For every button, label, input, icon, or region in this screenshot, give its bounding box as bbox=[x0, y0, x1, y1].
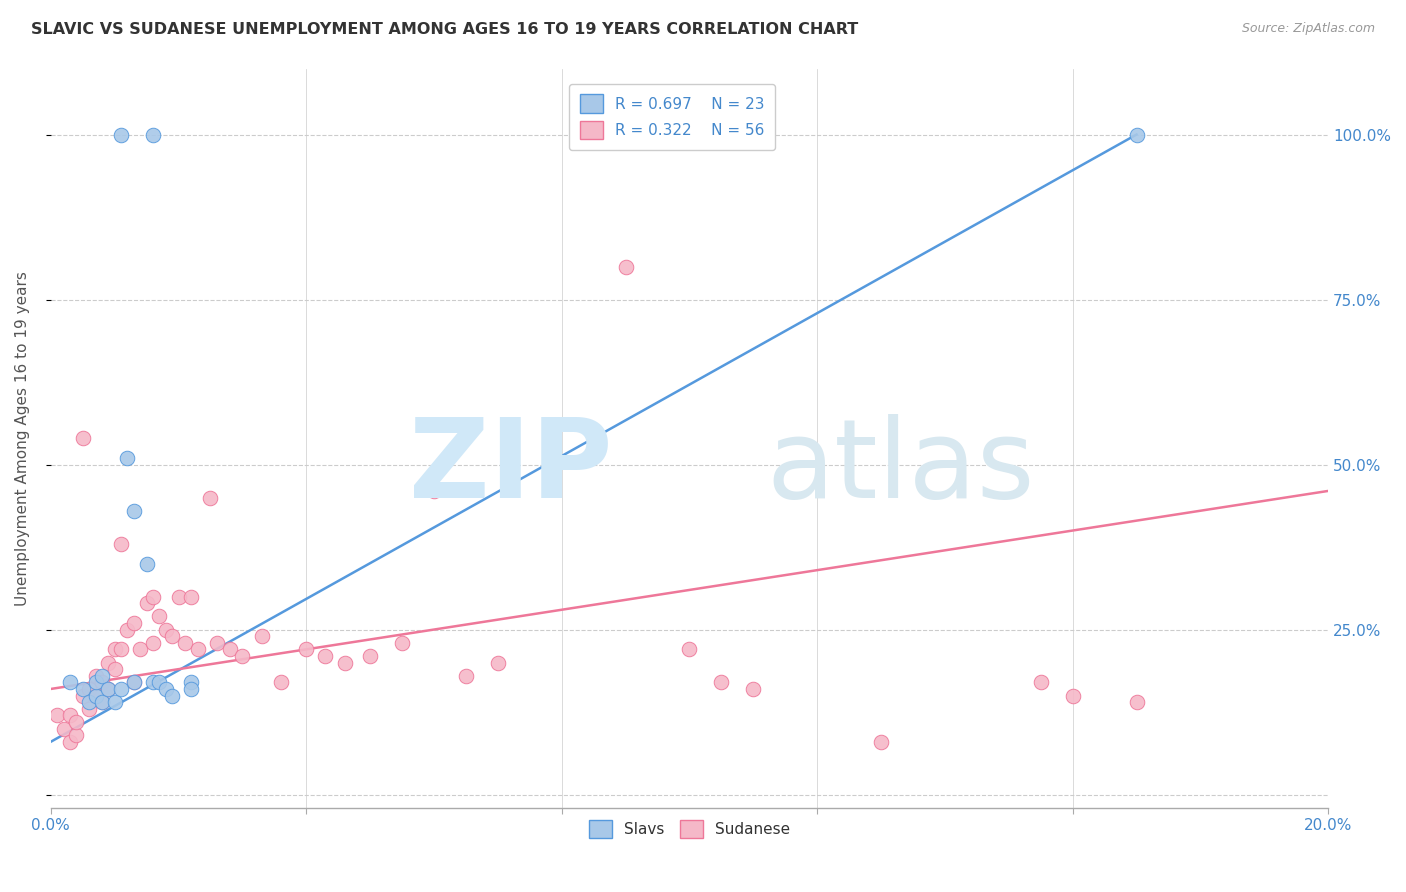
Point bbox=[174, 636, 197, 650]
Point bbox=[870, 735, 893, 749]
Point bbox=[135, 557, 157, 571]
Point bbox=[142, 636, 165, 650]
Point bbox=[742, 681, 765, 696]
Text: SLAVIC VS SUDANESE UNEMPLOYMENT AMONG AGES 16 TO 19 YEARS CORRELATION CHART: SLAVIC VS SUDANESE UNEMPLOYMENT AMONG AG… bbox=[31, 22, 858, 37]
Point bbox=[122, 504, 145, 518]
Point bbox=[84, 669, 107, 683]
Point bbox=[614, 260, 637, 274]
Point bbox=[117, 450, 139, 465]
Point bbox=[710, 675, 733, 690]
Point bbox=[205, 636, 228, 650]
Point bbox=[84, 689, 107, 703]
Point bbox=[72, 681, 94, 696]
Point bbox=[90, 669, 112, 683]
Point bbox=[117, 623, 139, 637]
Point bbox=[72, 689, 94, 703]
Point bbox=[77, 681, 100, 696]
Point bbox=[160, 689, 183, 703]
Point bbox=[454, 669, 477, 683]
Point bbox=[423, 483, 446, 498]
Point bbox=[295, 642, 318, 657]
Point bbox=[104, 695, 127, 709]
Point bbox=[59, 708, 82, 723]
Point bbox=[97, 656, 120, 670]
Point bbox=[97, 681, 120, 696]
Point bbox=[333, 656, 356, 670]
Point bbox=[97, 681, 120, 696]
Point bbox=[250, 629, 273, 643]
Point bbox=[90, 695, 112, 709]
Point bbox=[135, 596, 157, 610]
Point bbox=[84, 675, 107, 690]
Point bbox=[59, 735, 82, 749]
Point bbox=[1029, 675, 1052, 690]
Point bbox=[180, 681, 202, 696]
Point bbox=[167, 590, 190, 604]
Point bbox=[270, 675, 292, 690]
Point bbox=[155, 681, 177, 696]
Point bbox=[678, 642, 700, 657]
Point bbox=[122, 675, 145, 690]
Point bbox=[52, 722, 75, 736]
Point bbox=[148, 675, 170, 690]
Point bbox=[46, 708, 69, 723]
Point bbox=[110, 128, 132, 142]
Point bbox=[142, 675, 165, 690]
Point bbox=[155, 623, 177, 637]
Point bbox=[122, 675, 145, 690]
Y-axis label: Unemployment Among Ages 16 to 19 years: Unemployment Among Ages 16 to 19 years bbox=[15, 270, 30, 606]
Point bbox=[314, 648, 336, 663]
Text: Source: ZipAtlas.com: Source: ZipAtlas.com bbox=[1241, 22, 1375, 36]
Point bbox=[84, 689, 107, 703]
Point bbox=[104, 662, 127, 676]
Point bbox=[1125, 128, 1147, 142]
Text: atlas: atlas bbox=[766, 414, 1035, 521]
Text: ZIP: ZIP bbox=[409, 414, 613, 521]
Point bbox=[486, 656, 509, 670]
Point bbox=[1062, 689, 1084, 703]
Point bbox=[391, 636, 413, 650]
Point bbox=[110, 642, 132, 657]
Point bbox=[77, 702, 100, 716]
Point bbox=[160, 629, 183, 643]
Point bbox=[65, 728, 87, 742]
Point bbox=[187, 642, 209, 657]
Point bbox=[129, 642, 152, 657]
Point bbox=[122, 615, 145, 630]
Point bbox=[72, 431, 94, 445]
Point bbox=[180, 590, 202, 604]
Point bbox=[231, 648, 253, 663]
Point bbox=[1125, 695, 1147, 709]
Legend: Slavs, Sudanese: Slavs, Sudanese bbox=[583, 814, 796, 845]
Point bbox=[90, 675, 112, 690]
Point bbox=[59, 675, 82, 690]
Point bbox=[218, 642, 240, 657]
Point bbox=[110, 537, 132, 551]
Point bbox=[142, 128, 165, 142]
Point bbox=[77, 695, 100, 709]
Point bbox=[180, 675, 202, 690]
Point bbox=[65, 714, 87, 729]
Point bbox=[90, 695, 112, 709]
Point bbox=[104, 642, 127, 657]
Point bbox=[359, 648, 381, 663]
Point bbox=[110, 681, 132, 696]
Point bbox=[148, 609, 170, 624]
Point bbox=[142, 590, 165, 604]
Point bbox=[200, 491, 222, 505]
